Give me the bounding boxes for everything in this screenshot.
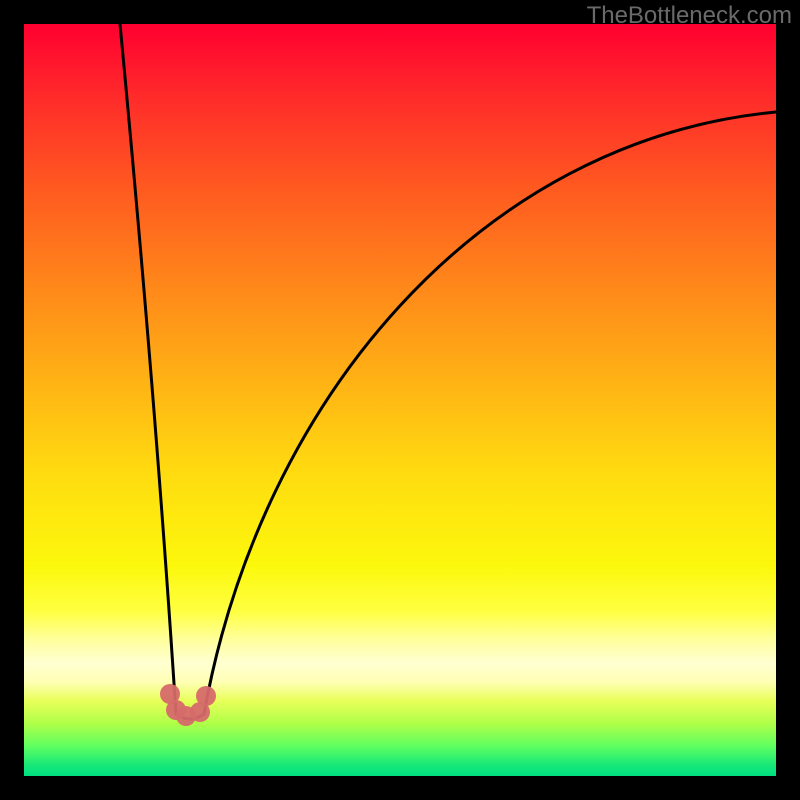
watermark-text: TheBottleneck.com (587, 2, 792, 30)
bottleneck-chart (0, 0, 800, 800)
chart-container: TheBottleneck.com (0, 0, 800, 800)
